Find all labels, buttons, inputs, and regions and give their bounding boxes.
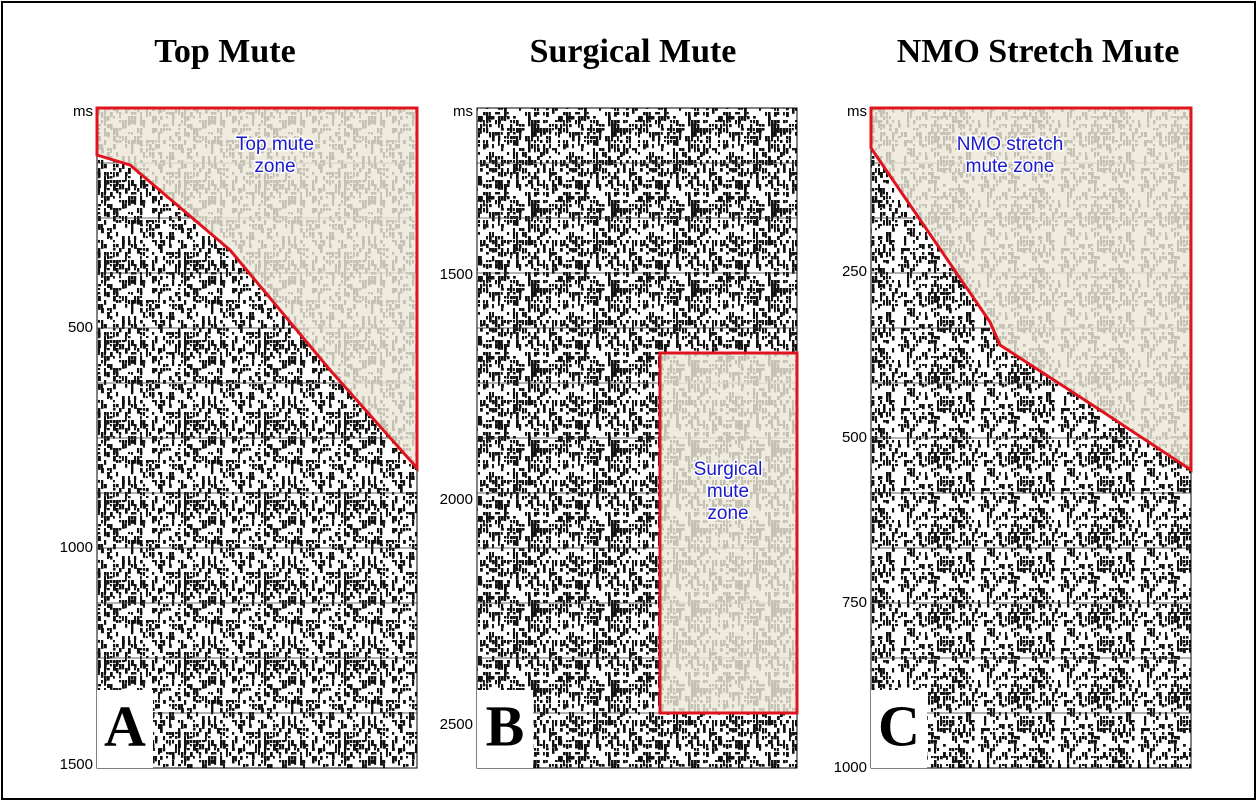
panel-title: Top Mute bbox=[154, 33, 295, 70]
panel-letter: B bbox=[486, 693, 525, 758]
y-tick-label: 250 bbox=[842, 263, 867, 280]
letter-box bbox=[871, 690, 927, 768]
panel-title: Surgical Mute bbox=[530, 33, 737, 70]
mute-zone bbox=[869, 106, 1193, 473]
zone-label: Surgical bbox=[694, 459, 763, 480]
letter-box bbox=[97, 690, 153, 768]
zone-label: mute zone bbox=[966, 156, 1055, 177]
panel-title: NMO Stretch Mute bbox=[897, 33, 1180, 70]
y-tick-label: 1500 bbox=[60, 756, 93, 773]
zone-label: zone bbox=[254, 156, 295, 177]
y-tick-label: 1000 bbox=[60, 539, 93, 556]
axis-unit: ms bbox=[453, 103, 473, 120]
y-tick-label: 500 bbox=[68, 319, 93, 336]
zone-label: Top mute bbox=[236, 134, 314, 155]
y-tick-label: 500 bbox=[842, 429, 867, 446]
y-tick-label: 2000 bbox=[440, 491, 473, 508]
zone-label: zone bbox=[707, 503, 748, 524]
y-tick-label: 2500 bbox=[440, 716, 473, 733]
zone-label: NMO stretch bbox=[957, 134, 1064, 155]
panel-letter: C bbox=[878, 693, 920, 758]
zone-label: mute bbox=[707, 481, 749, 502]
panel-letter: A bbox=[104, 693, 146, 758]
y-tick-label: 1500 bbox=[440, 266, 473, 283]
axis-unit: ms bbox=[847, 103, 867, 120]
y-tick-label: 750 bbox=[842, 594, 867, 611]
mute-zone bbox=[658, 351, 799, 715]
mute-zone bbox=[95, 106, 419, 472]
letter-box bbox=[477, 690, 533, 768]
axis-unit: ms bbox=[73, 103, 93, 120]
y-tick-label: 1000 bbox=[834, 759, 867, 776]
